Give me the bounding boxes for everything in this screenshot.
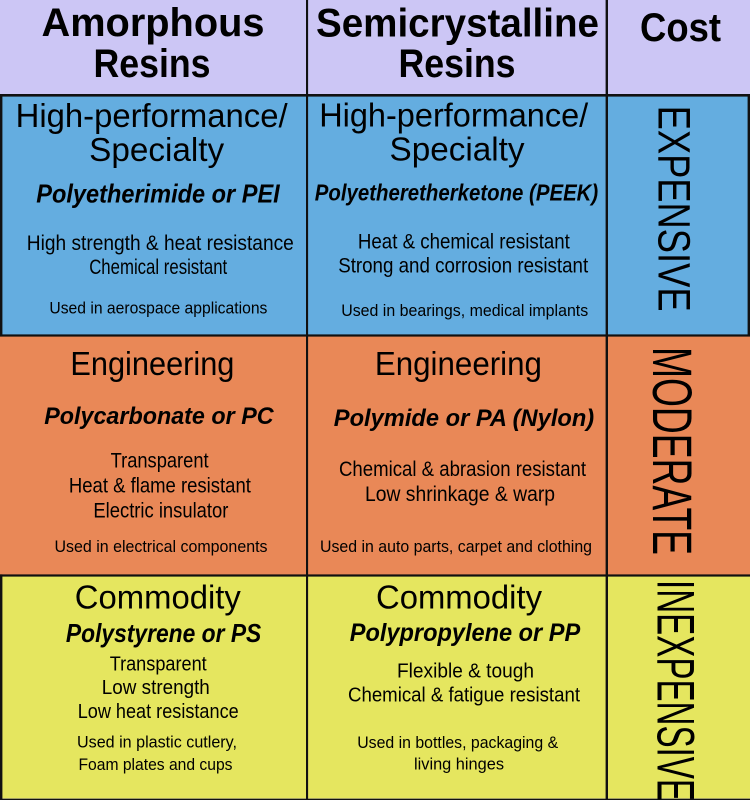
svg-text:Polypropylene or PP: Polypropylene or PP (350, 619, 581, 647)
svg-text:Transparent: Transparent (111, 449, 209, 472)
svg-text:Cost: Cost (640, 6, 721, 50)
svg-text:Resins: Resins (94, 42, 211, 86)
svg-text:High-performance/: High-performance/ (16, 97, 289, 134)
svg-text:Chemical resistant: Chemical resistant (89, 256, 227, 279)
svg-text:Heat & flame resistant: Heat & flame resistant (69, 475, 251, 498)
svg-text:Polystyrene or PS: Polystyrene or PS (66, 618, 262, 648)
svg-text:Specialty: Specialty (390, 130, 525, 167)
svg-text:MODERATE: MODERATE (641, 347, 703, 555)
svg-text:High strength & heat resistanc: High strength & heat resistance (27, 232, 294, 255)
svg-text:INEXPENSIVE: INEXPENSIVE (645, 580, 704, 800)
svg-text:Flexible & tough: Flexible & tough (397, 660, 534, 682)
svg-text:Engineering: Engineering (70, 345, 234, 382)
svg-text:Chemical & fatigue resistant: Chemical & fatigue resistant (348, 685, 580, 707)
svg-text:Used in plastic cutlery,: Used in plastic cutlery, (77, 733, 237, 751)
svg-text:Polyetheretherketone (PEEK): Polyetheretherketone (PEEK) (315, 179, 598, 205)
svg-text:Specialty: Specialty (89, 131, 224, 168)
svg-text:Commodity: Commodity (376, 578, 542, 615)
svg-text:Low strength: Low strength (102, 676, 210, 699)
svg-text:Electric insulator: Electric insulator (93, 500, 228, 523)
svg-text:Low shrinkage & warp: Low shrinkage & warp (365, 483, 555, 506)
svg-text:Low heat resistance: Low heat resistance (78, 700, 239, 723)
svg-text:Resins: Resins (399, 42, 516, 86)
svg-text:Semicrystalline: Semicrystalline (316, 1, 599, 45)
svg-text:Chemical & abrasion resistant: Chemical & abrasion resistant (339, 458, 586, 481)
svg-text:Polycarbonate or PC: Polycarbonate or PC (44, 403, 274, 430)
svg-text:Commodity: Commodity (75, 579, 241, 616)
svg-text:Used in bottles, packaging &: Used in bottles, packaging & (357, 733, 559, 752)
svg-text:Transparent: Transparent (110, 652, 207, 675)
svg-text:Strong and corrosion resistant: Strong and corrosion resistant (338, 255, 588, 278)
svg-text:Engineering: Engineering (375, 345, 542, 382)
svg-text:Polyetherimide or PEI: Polyetherimide or PEI (36, 179, 280, 209)
svg-text:Amorphous: Amorphous (42, 1, 265, 45)
svg-text:Foam plates and cups: Foam plates and cups (79, 756, 233, 774)
svg-text:Polymide or PA (Nylon): Polymide or PA (Nylon) (334, 405, 594, 432)
svg-text:Used in bearings, medical impl: Used in bearings, medical implants (341, 301, 588, 320)
svg-text:Used in electrical components: Used in electrical components (55, 537, 268, 556)
svg-text:EXPENSIVE: EXPENSIVE (648, 106, 699, 312)
svg-text:Used in aerospace applications: Used in aerospace applications (49, 299, 267, 318)
svg-text:Used in auto parts, carpet and: Used in auto parts, carpet and clothing (320, 537, 592, 556)
svg-text:living hinges: living hinges (414, 755, 504, 774)
svg-text:Heat & chemical resistant: Heat & chemical resistant (358, 231, 570, 254)
svg-text:High-performance/: High-performance/ (319, 97, 589, 134)
